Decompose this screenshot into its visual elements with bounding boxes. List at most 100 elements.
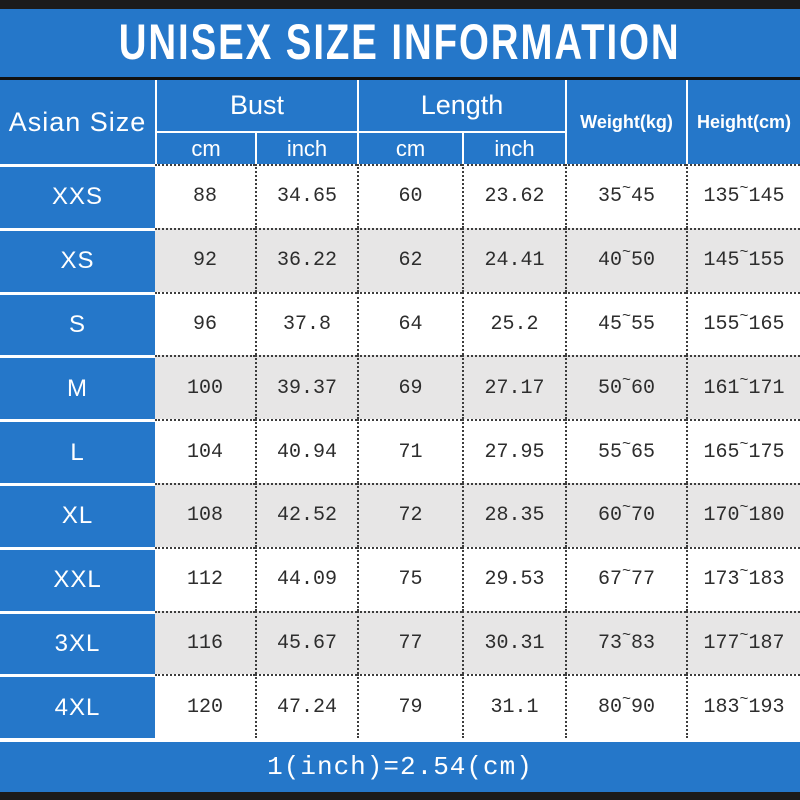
height-range: 165 ~175	[686, 419, 800, 483]
bust-cm-value: 96	[155, 291, 255, 356]
weight-range: 50 ~60	[565, 355, 686, 420]
header-bust: Bust	[155, 80, 357, 131]
length-inch-value: 31.1	[462, 674, 565, 739]
size-label: L	[0, 419, 155, 483]
length-cm-value: 71	[357, 419, 462, 483]
weight-range: 45 ~55	[565, 291, 686, 356]
length-cm-value: 60	[357, 164, 462, 228]
height-min: 155	[703, 312, 740, 336]
table-row: XXS 88 34.65 60 23.62 35 ~45 135 ~145	[0, 164, 800, 228]
bust-cm-value: 88	[155, 164, 255, 228]
weight-range: 35 ~45	[565, 164, 686, 228]
weight-min: 60	[597, 504, 622, 528]
weight-max: 60	[631, 376, 656, 400]
bust-inch-value: 39.37	[255, 355, 357, 420]
size-label: XS	[0, 227, 155, 292]
weight-range: 67 ~77	[565, 546, 686, 611]
header-bust-cm: cm	[155, 131, 255, 164]
height-max: 187	[748, 631, 785, 655]
height-range: 161 ~171	[686, 355, 800, 420]
bust-inch-value: 34.65	[255, 164, 357, 228]
table-row: 3XL 116 45.67 77 30.31 73 ~83 177 ~187	[0, 610, 800, 675]
height-max: 175	[748, 440, 785, 464]
height-min: 170	[703, 504, 740, 528]
height-range: 170 ~180	[686, 482, 800, 547]
table-row: S 96 37.8 64 25.2 45 ~55 155 ~165	[0, 291, 800, 356]
weight-max: 55	[631, 312, 656, 336]
height-range: 177 ~187	[686, 610, 800, 675]
tilde-symbol: ~	[739, 690, 749, 708]
page-title: UNISEX SIZE INFORMATION	[119, 14, 681, 70]
tilde-symbol: ~	[739, 499, 749, 517]
height-range: 173 ~183	[686, 546, 800, 611]
tilde-symbol: ~	[739, 180, 749, 198]
table-header: Asian Size Bust Length Weight(kg) Height…	[0, 80, 800, 164]
height-min: 161	[703, 376, 740, 400]
tilde-symbol: ~	[739, 371, 749, 389]
size-label: 3XL	[0, 610, 155, 675]
weight-range: 73 ~83	[565, 610, 686, 675]
height-min: 177	[703, 631, 740, 655]
bust-inch-value: 44.09	[255, 546, 357, 611]
height-min: 183	[703, 695, 740, 719]
tilde-symbol: ~	[621, 563, 631, 581]
header-length: Length	[357, 80, 565, 131]
weight-range: 60 ~70	[565, 482, 686, 547]
length-cm-value: 79	[357, 674, 462, 739]
weight-min: 73	[597, 631, 622, 655]
length-inch-value: 29.53	[462, 546, 565, 611]
length-cm-value: 62	[357, 227, 462, 292]
size-label: M	[0, 355, 155, 420]
weight-max: 45	[631, 185, 656, 209]
footer-band: 1(inch)=2.54(cm)	[0, 742, 800, 793]
height-range: 183 ~193	[686, 674, 800, 739]
bust-inch-value: 45.67	[255, 610, 357, 675]
weight-range: 40 ~50	[565, 227, 686, 292]
header-weight: Weight(kg)	[565, 80, 686, 164]
bust-cm-value: 100	[155, 355, 255, 420]
length-inch-value: 25.2	[462, 291, 565, 356]
tilde-symbol: ~	[621, 180, 631, 198]
height-max: 183	[748, 568, 785, 592]
bust-cm-value: 104	[155, 419, 255, 483]
top-black-bar	[0, 0, 800, 9]
length-cm-value: 69	[357, 355, 462, 420]
length-cm-value: 77	[357, 610, 462, 675]
table-row: L 104 40.94 71 27.95 55 ~65 165 ~175	[0, 419, 800, 483]
height-max: 171	[748, 376, 785, 400]
length-cm-value: 64	[357, 291, 462, 356]
height-max: 155	[748, 249, 785, 273]
table-row: XL 108 42.52 72 28.35 60 ~70 170 ~180	[0, 482, 800, 547]
height-max: 145	[748, 185, 785, 209]
tilde-symbol: ~	[739, 435, 749, 453]
weight-min: 50	[597, 376, 622, 400]
weight-max: 90	[631, 695, 656, 719]
length-inch-value: 23.62	[462, 164, 565, 228]
size-label: 4XL	[0, 674, 155, 739]
bust-cm-value: 120	[155, 674, 255, 739]
header-length-cm: cm	[357, 131, 462, 164]
length-cm-value: 75	[357, 546, 462, 611]
bust-cm-value: 116	[155, 610, 255, 675]
length-inch-value: 27.95	[462, 419, 565, 483]
tilde-symbol: ~	[621, 244, 631, 262]
table-row: XXL 112 44.09 75 29.53 67 ~77 173 ~183	[0, 546, 800, 611]
height-max: 180	[748, 504, 785, 528]
size-label: XL	[0, 482, 155, 547]
conversion-note: 1(inch)=2.54(cm)	[267, 752, 533, 783]
tilde-symbol: ~	[739, 307, 749, 325]
weight-range: 80 ~90	[565, 674, 686, 739]
size-label: S	[0, 291, 155, 356]
table-body: XXS 88 34.65 60 23.62 35 ~45 135 ~145 XS 9…	[0, 164, 800, 739]
bust-cm-value: 92	[155, 227, 255, 292]
length-inch-value: 24.41	[462, 227, 565, 292]
weight-max: 83	[631, 631, 656, 655]
bust-cm-value: 108	[155, 482, 255, 547]
size-label: XXL	[0, 546, 155, 611]
header-height: Height(cm)	[686, 80, 800, 164]
tilde-symbol: ~	[621, 307, 631, 325]
title-band: UNISEX SIZE INFORMATION	[0, 9, 800, 77]
weight-min: 67	[597, 568, 622, 592]
header-length-inch: inch	[462, 131, 565, 164]
